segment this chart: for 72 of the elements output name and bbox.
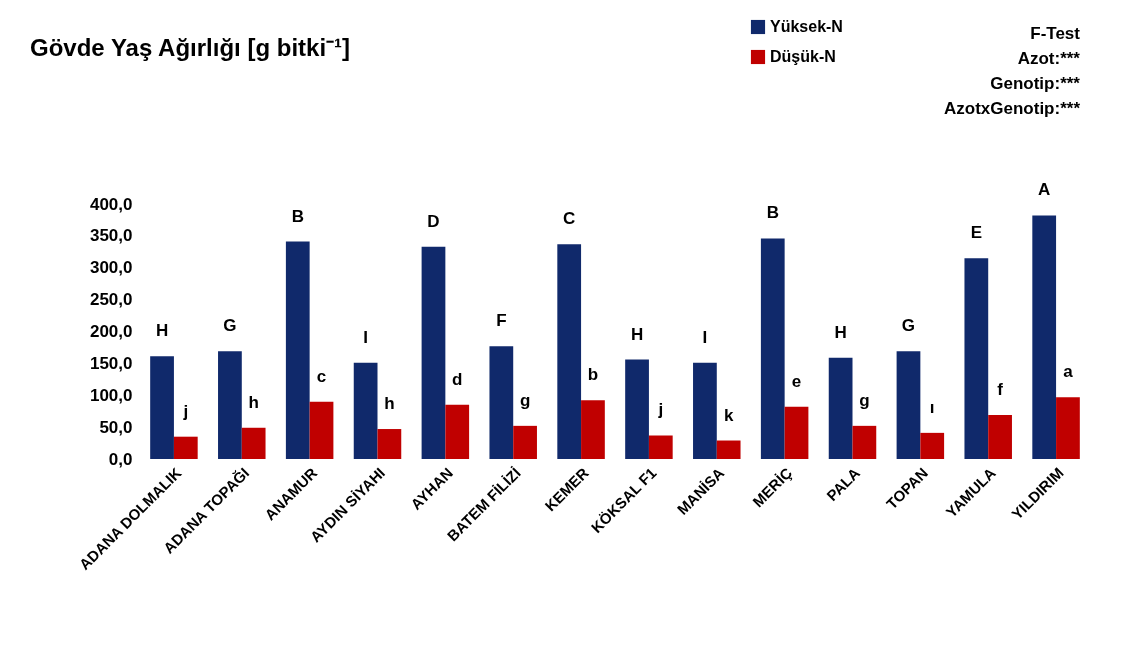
bar [241, 427, 266, 459]
data-label: j [657, 400, 664, 420]
bar [489, 346, 514, 459]
bar [513, 425, 537, 459]
text: F-Test [1030, 24, 1081, 43]
data-label: b [587, 365, 599, 385]
data-label: e [791, 371, 802, 391]
data-label: c [316, 366, 327, 386]
bar [285, 241, 310, 459]
data-label: E [970, 223, 983, 243]
y-tick-label: 50,0 [99, 417, 133, 437]
bar [309, 401, 334, 459]
bar [828, 357, 853, 459]
bar [150, 356, 174, 459]
data-label: B [766, 203, 779, 223]
data-label: D [427, 211, 440, 231]
data-label: G [901, 316, 916, 336]
bar [173, 436, 198, 459]
data-label: h [248, 392, 259, 412]
data-label: H [834, 322, 847, 342]
bar [920, 432, 945, 459]
data-label: j [182, 401, 189, 421]
chart-title: Gövde Yaş Ağırlığı [g bitki⁻¹] [30, 34, 351, 61]
bar [964, 258, 989, 459]
bar [852, 425, 877, 459]
bar [693, 362, 717, 459]
data-label: A [1038, 180, 1051, 200]
data-label: C [563, 209, 576, 229]
y-tick-label: 200,0 [89, 322, 133, 341]
data-label: k [723, 405, 734, 425]
text: Azot:*** [1017, 49, 1081, 68]
y-tick-label: 0,0 [108, 449, 133, 469]
data-label: H [155, 321, 169, 341]
data-label: f [997, 380, 1004, 400]
bar [784, 406, 809, 459]
y-tick-label: 150,0 [89, 353, 133, 373]
bar [377, 429, 402, 459]
y-tick-label: 300,0 [89, 258, 133, 278]
data-label: a [1063, 362, 1074, 382]
legend-label: Düşük-N [770, 48, 836, 65]
data-label: I [363, 327, 368, 347]
data-label: G [223, 316, 237, 336]
data-label: h [384, 394, 395, 414]
data-label: I [702, 327, 708, 347]
bar [1032, 215, 1057, 459]
data-label: B [291, 206, 304, 226]
bar [218, 351, 242, 459]
bar [625, 359, 649, 459]
bar [445, 404, 470, 459]
data-label: F [496, 311, 507, 331]
y-tick-label: 100,0 [89, 385, 133, 405]
text: AzotxGenotip:*** [944, 99, 1081, 118]
data-label: H [630, 324, 644, 344]
bar [557, 244, 582, 459]
bar [988, 415, 1012, 459]
data-label: g [859, 390, 870, 410]
y-tick-label: 250,0 [89, 290, 133, 310]
data-label: ı [929, 397, 935, 417]
bar [581, 400, 605, 459]
y-tick-label: 350,0 [89, 226, 133, 246]
bar [896, 351, 921, 459]
data-label: g [519, 390, 531, 410]
bar [1056, 397, 1080, 459]
bar [421, 246, 446, 459]
data-label: d [452, 369, 463, 389]
legend-label: Yüksek-N [770, 18, 843, 35]
bar [353, 362, 378, 459]
y-tick-label: 400,0 [89, 194, 133, 214]
bar [648, 435, 673, 459]
text: Genotip:*** [990, 74, 1081, 93]
bar [716, 440, 741, 459]
bar [760, 238, 785, 459]
